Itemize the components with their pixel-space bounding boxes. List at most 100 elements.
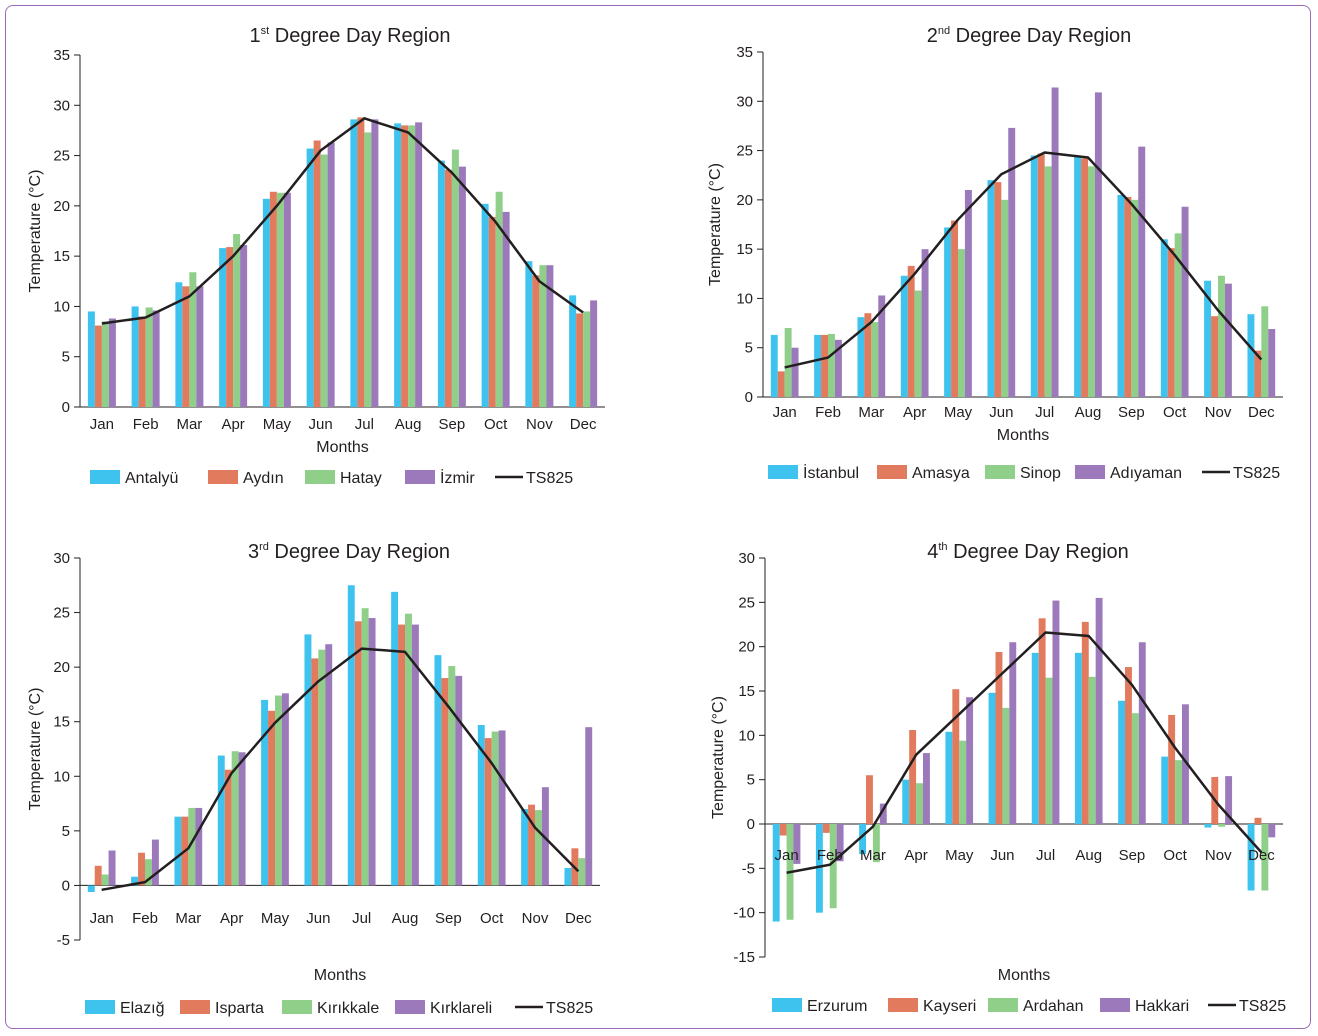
bar-isparta-jul	[354, 621, 362, 886]
bar-i̇stanbul-apr	[900, 275, 908, 397]
bar-hakkari-may	[966, 697, 974, 824]
x-tick-label: Jul	[1036, 847, 1055, 864]
bar-kırıkkale-may	[275, 695, 282, 886]
bar-elazığ-jun	[304, 634, 312, 886]
legend-label: Kırklareli	[430, 1000, 492, 1017]
bar-aydın-jul	[357, 117, 365, 408]
series-line-ts825	[101, 647, 580, 892]
x-tick-label: Mar	[860, 847, 886, 864]
bar-adıyaman-apr	[921, 249, 929, 397]
chart-title: 4th Degree Day Region	[927, 541, 1129, 563]
bar-amasya-dec	[1254, 350, 1262, 397]
y-tick-label: 5	[62, 823, 70, 840]
chart-title: 2nd Degree Day Region	[927, 25, 1132, 47]
bar-i̇stanbul-dec	[1247, 314, 1255, 397]
x-tick-label: Feb	[815, 404, 841, 421]
bar-erzurum-may	[945, 731, 953, 824]
bar-amasya-apr	[907, 265, 915, 397]
y-axis-label: Temperature (°C)	[27, 688, 44, 811]
bar-antalyü-jan	[87, 311, 95, 407]
chart-3rd-degree-day-region: 3rd Degree Day Region -5 0 5 10 15 20 25 30 Jan Fe…	[27, 541, 600, 1017]
bar-i̇stanbul-nov	[1204, 280, 1212, 397]
x-tick-label: Aug	[395, 416, 422, 433]
y-tick-label: 25	[53, 148, 70, 165]
bar-sinop-jun	[1001, 199, 1009, 397]
x-tick-label: Oct	[1163, 404, 1187, 421]
legend-label: TS825	[526, 470, 573, 487]
y-tick-label: 35	[736, 44, 753, 61]
bar-elazığ-oct	[477, 724, 485, 886]
bar-amasya-oct	[1167, 248, 1175, 397]
y-tick-label: 10	[738, 727, 755, 744]
x-tick-label: Apr	[220, 910, 243, 927]
chart-4th-degree-day-region: 4th Degree Day Region -15 -10 -5 0 5 10 15 20 25 3…	[710, 541, 1286, 1015]
chart-2nd-degree-day-region: 2nd Degree Day Region 0 5 10 15 20 25 30 35 Jan Fe…	[707, 25, 1283, 482]
bar-ardahan-oct	[1175, 760, 1182, 824]
x-axis-label: Months	[997, 427, 1049, 444]
legend-label: Amasya	[912, 465, 970, 482]
x-tick-label: Jun	[309, 416, 333, 433]
bar-hatay-nov	[539, 265, 547, 407]
y-tick-label: 0	[745, 389, 753, 406]
bar-hatay-oct	[495, 191, 503, 407]
bar-i̇zmir-aug	[415, 122, 423, 407]
bar-amasya-nov	[1211, 316, 1218, 397]
bar-sinop-jan	[784, 328, 792, 397]
bar-erzurum-nov	[1204, 824, 1212, 828]
bar-aydın-jan	[94, 325, 102, 407]
bar-kırıkkale-mar	[188, 807, 196, 886]
y-tick-label: 35	[53, 47, 70, 64]
series-line-ts825	[786, 631, 1263, 874]
legend-label: Aydın	[243, 470, 284, 487]
bar-kırıkkale-dec	[578, 858, 586, 886]
bar-adıyaman-dec	[1268, 328, 1276, 397]
bar-amasya-aug	[1081, 158, 1088, 397]
legend-swatch-aydın	[208, 470, 238, 484]
legend-swatch-elazığ	[85, 1000, 115, 1014]
y-axis-label: Temperature (°C)	[27, 170, 44, 293]
bar-kırıkkale-jun	[318, 649, 326, 886]
x-tick-label: Jan	[90, 910, 114, 927]
bar-aydın-sep	[444, 169, 452, 407]
bar-kırklareli-mar	[195, 807, 203, 886]
bar-kırıkkale-sep	[448, 666, 456, 886]
bar-elazığ-nov	[521, 809, 529, 886]
bar-ardahan-jul	[1045, 677, 1053, 824]
bar-ardahan-nov	[1218, 824, 1226, 827]
bar-hatay-dec	[583, 311, 591, 407]
bar-i̇zmir-apr	[240, 245, 248, 407]
bar-hakkari-aug	[1095, 597, 1103, 824]
bar-hakkari-oct	[1181, 704, 1189, 824]
bar-hakkari-jul	[1052, 600, 1060, 824]
x-tick-label: Nov	[1205, 404, 1232, 421]
legend-label: Isparta	[215, 1000, 264, 1017]
bar-erzurum-apr	[902, 779, 910, 824]
bar-kırklareli-jul	[368, 618, 376, 886]
bar-ardahan-mar	[872, 824, 880, 863]
x-tick-label: Aug	[392, 910, 419, 927]
bar-amasya-jul	[1037, 153, 1045, 397]
bar-i̇zmir-jan	[108, 318, 116, 407]
bar-hatay-mar	[189, 272, 197, 407]
bar-hakkari-mar	[879, 803, 887, 824]
bar-adıyaman-mar	[878, 295, 886, 397]
y-tick-label: -10	[733, 905, 755, 922]
bar-erzurum-jan	[772, 824, 780, 922]
bar-hakkari-dec	[1268, 824, 1276, 838]
bar-sinop-nov	[1218, 275, 1225, 397]
bar-kırıkkale-jul	[361, 608, 369, 886]
x-tick-label: Nov	[526, 416, 553, 433]
bar-hakkari-jan	[793, 824, 801, 864]
bar-i̇stanbul-feb	[814, 334, 822, 397]
y-tick-label: 15	[738, 683, 755, 700]
y-tick-label: 20	[53, 198, 70, 215]
bar-kırklareli-jun	[325, 644, 333, 886]
x-tick-label: Sep	[1119, 847, 1146, 864]
bar-sinop-apr	[914, 290, 922, 397]
bar-sinop-feb	[828, 333, 835, 397]
bar-kırklareli-may	[281, 693, 289, 886]
y-tick-label: 30	[53, 550, 70, 567]
y-tick-label: 20	[738, 639, 755, 656]
bar-aydın-feb	[138, 316, 146, 407]
bar-sinop-sep	[1131, 199, 1139, 397]
